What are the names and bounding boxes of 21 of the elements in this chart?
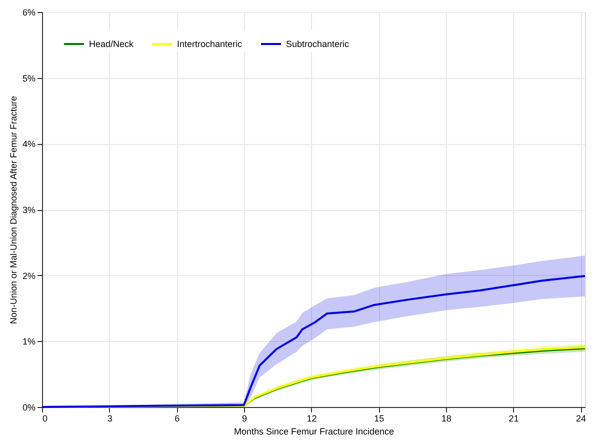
y-axis-title: Non-Union or Mal-Union Diagnosed After Femur Fracture [8, 96, 18, 324]
x-tick-label: 12 [306, 414, 317, 424]
x-tick-label: 24 [576, 414, 586, 424]
y-tick-label: 2% [22, 270, 36, 281]
x-tick-label: 21 [508, 414, 519, 424]
legend-label: Head/Neck [89, 39, 134, 49]
x-tick-label: 15 [374, 414, 384, 424]
x-tick-label: 18 [441, 414, 452, 424]
y-tick-label: 1% [22, 336, 36, 347]
legend-label: Subtrochanteric [286, 39, 350, 49]
y-tick-label: 5% [22, 73, 36, 84]
x-tick-label: 3 [107, 414, 112, 424]
y-tick-label: 3% [22, 205, 36, 215]
x-tick-label: 6 [174, 414, 180, 424]
y-tick-label: 6% [22, 8, 36, 18]
x-tick-label: 9 [242, 414, 247, 424]
x-axis-title: Months Since Femur Fracture Incidence [234, 426, 394, 436]
y-tick-label: 4% [22, 139, 36, 150]
y-tick-label: 0% [22, 402, 36, 412]
legend-label: Intertrochanteric [177, 39, 243, 49]
x-tick-label: 0 [42, 414, 48, 424]
